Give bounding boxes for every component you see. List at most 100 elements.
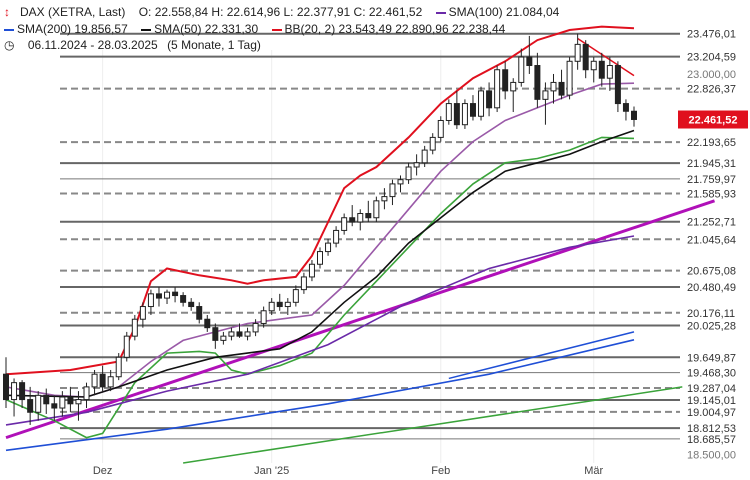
candle: [11, 378, 18, 417]
candle: [300, 272, 307, 294]
candle: [19, 380, 26, 409]
candle-body: [437, 119, 444, 138]
x-tick-label: Feb: [431, 465, 450, 477]
candle: [325, 238, 332, 256]
x-tick-label: Jan '25: [254, 465, 289, 477]
legend-row-3: ◷ 06.11.2024 - 28.03.2025 (5 Monate, 1 T…: [4, 38, 271, 52]
candle: [469, 95, 476, 121]
legend-sma100: SMA(100) 21.084,04: [435, 5, 559, 19]
candle: [590, 57, 597, 83]
candle-body: [147, 293, 154, 308]
candle: [83, 382, 90, 409]
candle-body: [381, 196, 388, 202]
candle: [75, 391, 82, 421]
candle: [212, 323, 219, 349]
candle: [445, 99, 452, 125]
candle: [413, 154, 420, 176]
level-label: 21.045,64: [687, 234, 736, 246]
sma100-series: [5, 235, 635, 426]
candle: [486, 82, 493, 117]
candle-body: [494, 69, 501, 109]
legend-bb: BB(20, 2) 23.543,49 22.890,96 22.238,44: [271, 22, 505, 36]
candle: [3, 357, 9, 409]
candle-body: [276, 301, 283, 308]
candle-body: [453, 103, 460, 126]
candle: [357, 209, 364, 231]
legend-ohlc: O: 22.558,84 H: 22.614,96 L: 22.377,91 C…: [138, 5, 423, 19]
candle-body: [558, 81, 565, 96]
candle: [164, 289, 171, 305]
candle-body: [582, 43, 589, 71]
candle: [622, 99, 629, 121]
legend-sma50: SMA(50) 22.331,30: [141, 22, 258, 36]
candle: [614, 61, 621, 113]
candle-body: [220, 335, 227, 341]
candle-body: [196, 306, 203, 320]
candle: [518, 48, 525, 87]
candle: [292, 285, 299, 307]
indicator-series-layer: [5, 25, 635, 452]
candle-body: [19, 382, 26, 401]
candle-body: [421, 149, 428, 164]
candle: [502, 61, 509, 100]
trend_green-line: [183, 386, 683, 464]
candle-body: [115, 356, 122, 378]
candle: [27, 386, 34, 425]
sma50-series: [5, 129, 635, 398]
candle-body: [139, 306, 146, 320]
candle-body: [397, 179, 404, 185]
candle: [99, 365, 106, 392]
candle: [381, 188, 388, 210]
candle: [51, 395, 58, 421]
candle: [155, 287, 162, 307]
clock-icon: ◷: [4, 38, 15, 52]
candle: [123, 331, 130, 362]
candle-body: [212, 327, 219, 341]
candle-body: [83, 386, 90, 401]
level-label: 23.476,01: [687, 29, 736, 41]
candle: [67, 386, 74, 413]
last-price-label: 22.461,52: [689, 115, 738, 127]
candle-body: [606, 65, 613, 79]
candle-body: [252, 322, 259, 333]
candle-body: [502, 69, 509, 92]
candle: [349, 205, 356, 227]
legend-row-2: SMA(200) 19.856,57 SMA(50) 22.331,30 BB(…: [4, 22, 515, 36]
candle-body: [429, 136, 436, 151]
level-label: 21.252,71: [687, 217, 736, 229]
candle-body: [123, 335, 130, 358]
candle: [405, 162, 412, 184]
chart-type-icon: ↕: [4, 5, 10, 19]
candle: [550, 73, 557, 104]
legend-period: (5 Monate, 1 Tag): [167, 38, 261, 52]
level-label: 19.468,30: [687, 368, 736, 380]
candle-body: [204, 318, 211, 329]
candle-body: [365, 213, 372, 219]
level-label: 18.685,57: [687, 434, 736, 446]
candle: [43, 388, 50, 414]
candle-body: [510, 81, 517, 92]
candle: [260, 306, 267, 328]
x-tick-label: Dez: [93, 465, 113, 477]
candle: [606, 57, 613, 91]
candle: [574, 33, 581, 70]
level-label: 21.945,31: [687, 158, 736, 170]
candle: [333, 226, 340, 248]
grid-layer: [102, 50, 595, 463]
y-tick-label: 18.500,00: [687, 450, 736, 462]
candle: [115, 353, 122, 381]
candle-body: [518, 56, 525, 83]
candle: [534, 52, 541, 108]
legend-row-1: ↕ DAX (XETRA, Last) O: 22.558,84 H: 22.61…: [4, 5, 569, 19]
candle-body: [622, 103, 629, 112]
sma200-series: [5, 339, 635, 452]
level-label: 20.480,49: [687, 282, 736, 294]
candle: [437, 116, 444, 142]
axis-labels-layer: Dez Jan '25 Feb Mär 23.476,01 23.204,59 22.826…: [93, 29, 748, 477]
candle-body: [478, 90, 485, 117]
candle: [35, 391, 42, 421]
candle-body: [59, 396, 66, 409]
candle: [631, 106, 637, 127]
